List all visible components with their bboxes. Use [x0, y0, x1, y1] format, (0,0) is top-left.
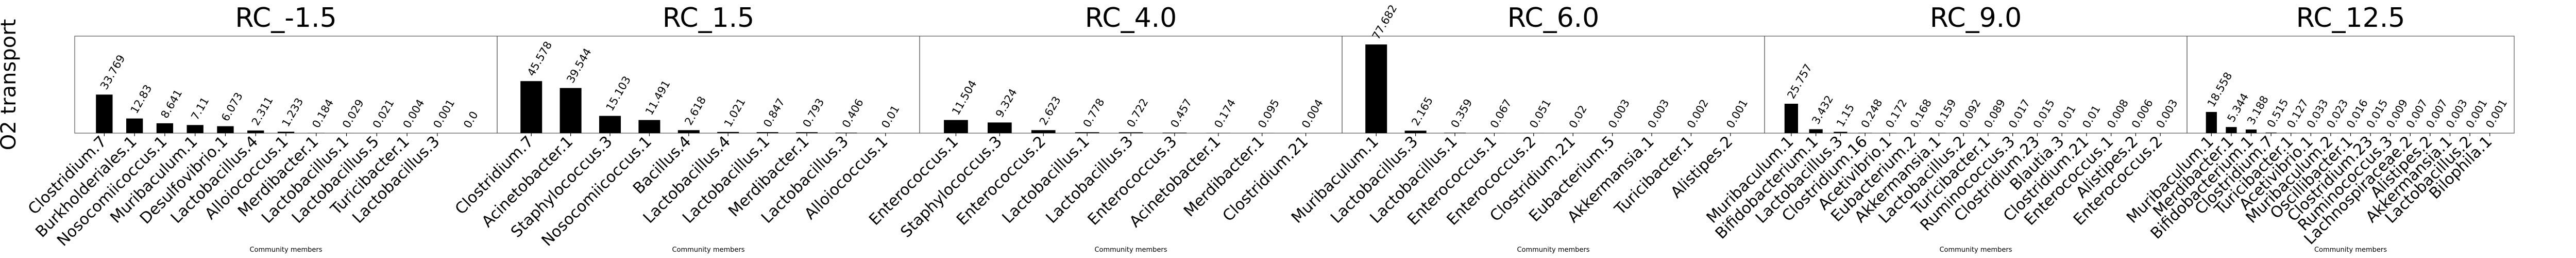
bar: [1118, 132, 1143, 133]
panel-4: RC_9.025.757Muribaculum.13.432Bifidobact…: [1703, 3, 2188, 254]
bar: [1784, 104, 1799, 133]
y-axis-label: O2 transport: [0, 19, 21, 150]
panel-title: RC_1.5: [663, 3, 755, 34]
bar: [756, 132, 778, 133]
panel-title: RC_-1.5: [235, 3, 336, 34]
bar: [2245, 129, 2257, 133]
bar: [520, 81, 543, 133]
bar: [560, 88, 582, 133]
bar: [599, 116, 621, 133]
bar: [1404, 131, 1427, 133]
bar: [1075, 132, 1099, 133]
bar: [156, 123, 174, 133]
panel-title: RC_9.0: [1930, 3, 2022, 34]
x-axis-label: Community members: [672, 246, 744, 254]
bar: [717, 132, 739, 133]
bar: [944, 120, 968, 133]
bar: [987, 122, 1012, 133]
panel-1: RC_1.545.578Clostridium.739.544Acinetoba…: [452, 3, 920, 254]
bar: [277, 132, 295, 133]
bar: [1031, 130, 1056, 133]
bar: [1834, 132, 1848, 133]
bar: [126, 118, 143, 133]
panel-title: RC_12.5: [2296, 3, 2405, 34]
x-axis-label: Community members: [1939, 246, 2012, 254]
bar: [96, 94, 113, 133]
x-axis-label: Community members: [1517, 246, 1589, 254]
bar: [2206, 111, 2217, 133]
bar: [187, 125, 204, 133]
x-axis-label: Community members: [249, 246, 322, 254]
bar: [2226, 127, 2237, 133]
bar: [638, 120, 660, 133]
panel-title: RC_4.0: [1085, 3, 1177, 34]
bar: [677, 130, 700, 133]
bar: [247, 130, 264, 133]
bar: [217, 126, 234, 133]
x-axis-label: Community members: [2314, 246, 2387, 254]
bar: [1809, 129, 1823, 133]
bar: [795, 132, 818, 133]
bar: [1365, 44, 1387, 133]
panel-title: RC_6.0: [1507, 3, 1600, 34]
x-axis-label: Community members: [1094, 246, 1167, 254]
